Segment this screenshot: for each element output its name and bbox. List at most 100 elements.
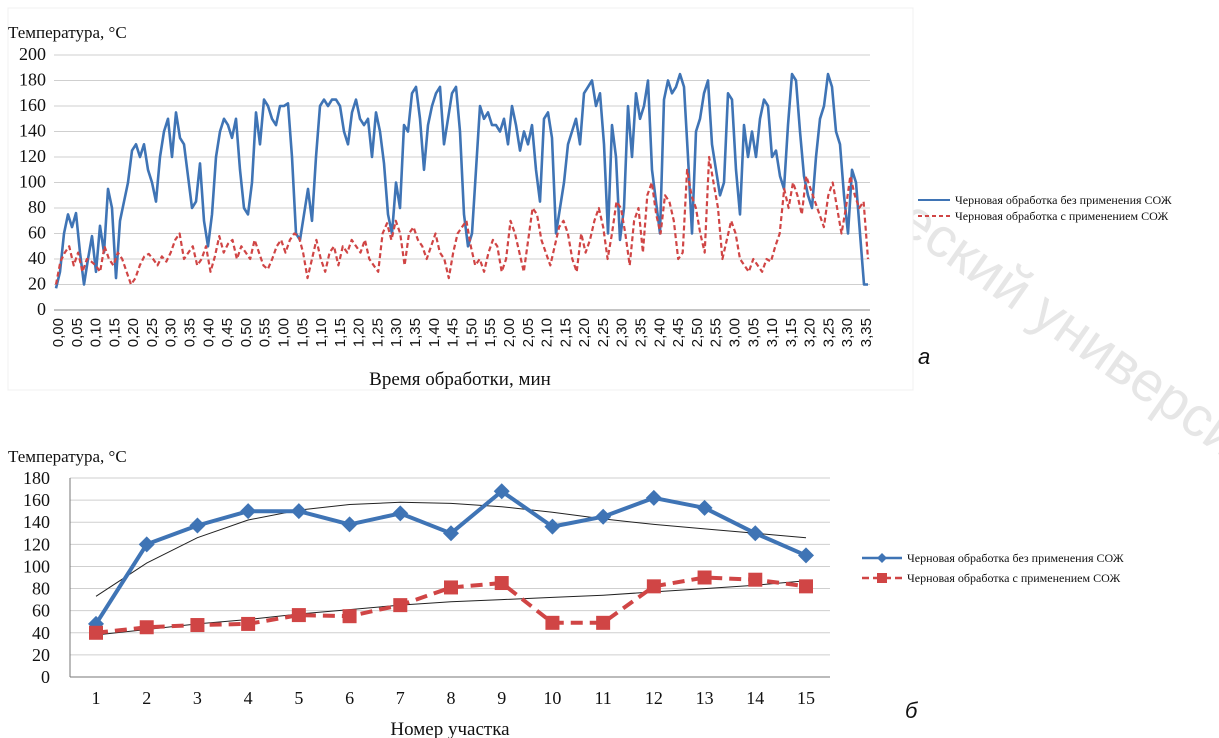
chart-b-series xyxy=(88,483,814,640)
chart-b-point-square xyxy=(697,570,712,585)
chart-a-x-tick-label: 2,25 xyxy=(595,318,612,347)
chart-a-legend: Черновая обработка без применения СОЖ Чер… xyxy=(918,193,1172,223)
chart-b-point-square xyxy=(748,572,763,587)
chart-a-y-tick-label: 60 xyxy=(28,223,46,243)
chart-b-point-diamond xyxy=(696,499,713,516)
chart-b-x-tick-label: 14 xyxy=(746,688,764,708)
chart-a-x-tick-label: 0,50 xyxy=(238,318,255,347)
chart-a-y-tick-label: 80 xyxy=(28,197,46,217)
chart-b-y-tick-label: 20 xyxy=(32,645,50,665)
chart-b-point-square xyxy=(444,580,458,595)
chart-b-point-diamond xyxy=(645,489,662,506)
chart-a-x-tick-label: 1,10 xyxy=(313,318,330,347)
chart-b-point-diamond xyxy=(595,508,612,525)
chart-b-x-tick-label: 9 xyxy=(497,688,506,708)
chart-a-x-tick-label: 0,30 xyxy=(163,318,180,347)
chart-b-point-diamond xyxy=(240,503,257,520)
chart-b-x-tick-label: 13 xyxy=(696,688,714,708)
chart-b-x-tick-label: 8 xyxy=(447,688,456,708)
chart-b-point-square xyxy=(393,598,408,613)
chart-b-legend-label: Черновая обработка с применением СОЖ xyxy=(907,571,1120,585)
chart-a-x-tick-label: 0,15 xyxy=(106,318,123,347)
chart-b-x-tick-label: 12 xyxy=(645,688,663,708)
chart-b-y-tick-label: 140 xyxy=(23,512,50,532)
chart-b-legend-label: Черновая обработка без применения СОЖ xyxy=(907,551,1124,565)
chart-a-x-tick-label: 3,05 xyxy=(745,318,762,347)
chart-a-y-tick-label: 160 xyxy=(19,95,46,115)
chart-a-x-tick-label: 1,00 xyxy=(275,318,292,347)
chart-a-plot-area xyxy=(7,7,914,391)
chart-b-trendline-1 xyxy=(95,501,807,597)
chart-b-series-line-2 xyxy=(95,575,807,635)
chart-b-x-tick-label: 2 xyxy=(142,688,151,708)
chart-b-point-square xyxy=(291,608,306,623)
chart-b-x-tick-label: 1 xyxy=(92,688,101,708)
chart-a-x-tick-label: 3,00 xyxy=(726,318,743,347)
chart-a-x-tick-label: 2,35 xyxy=(633,318,650,347)
chart-b-legend-marker xyxy=(877,573,887,583)
chart-b-x-tick-label: 5 xyxy=(294,688,303,708)
chart-b-y-tick-label: 40 xyxy=(32,623,50,643)
chart-b-x-tick-label: 10 xyxy=(543,688,561,708)
chart-a-x-tick-label: 1,35 xyxy=(407,318,424,347)
chart-b-x-tick-label: 3 xyxy=(193,688,202,708)
chart-a-x-tick-label: 2,30 xyxy=(614,318,631,347)
chart-b-trendlines xyxy=(95,501,807,636)
chart-a-x-tick-label: 2,15 xyxy=(557,318,574,347)
chart-a-series-line-2 xyxy=(54,155,870,286)
chart-b-point-square xyxy=(190,618,205,633)
chart-a-x-tick-label: 3,25 xyxy=(820,318,837,347)
chart-a-x-tick-label: 0,25 xyxy=(144,318,161,347)
chart-a-y-axis-title: Температура, °С xyxy=(8,23,127,42)
chart-a-x-tick-label: 1,15 xyxy=(332,318,349,347)
chart-a-x-tick-label: 1,20 xyxy=(351,318,368,347)
chart-a-x-tick-label: 1,25 xyxy=(369,318,386,347)
chart-b-trendline-2 xyxy=(95,580,807,636)
chart-b-point-square xyxy=(494,576,509,591)
chart-b-point-diamond xyxy=(798,547,814,564)
chart-b-x-tick-label: 4 xyxy=(244,688,253,708)
chart-b: Температура, °С 020406080100120140160180… xyxy=(8,447,1124,738)
chart-b-point-diamond xyxy=(290,503,307,520)
chart-a-x-tick-label: 1,30 xyxy=(388,318,405,347)
chart-b-y-tick-label: 0 xyxy=(41,667,50,687)
chart-a-x-tick-label: 2,45 xyxy=(670,318,687,347)
chart-b-x-tick-label: 7 xyxy=(396,688,405,708)
chart-b-y-tick-label: 60 xyxy=(32,601,50,621)
chart-a-x-axis-title: Время обработки, мин xyxy=(369,369,551,390)
chart-a-y-tick-label: 180 xyxy=(19,70,46,90)
chart-a-x-tick-label: 2,55 xyxy=(708,318,725,347)
chart-a-x-tick-label: 2,05 xyxy=(520,318,537,347)
chart-a-y-tick-label: 120 xyxy=(19,146,46,166)
chart-a-y-tick-label: 0 xyxy=(37,299,46,319)
chart-a-x-tick-label: 0,00 xyxy=(50,318,67,347)
chart-b-point-diamond xyxy=(544,518,561,535)
chart-b-y-axis-title: Температура, °С xyxy=(8,447,127,466)
chart-a-x-tick-label: 1,05 xyxy=(294,318,311,347)
chart-b-point-square xyxy=(89,625,103,640)
chart-a-legend-label: Черновая обработка с применением СОЖ xyxy=(955,209,1168,223)
chart-a-y-tick-label: 20 xyxy=(28,274,46,294)
chart-a-x-tick-label: 3,20 xyxy=(802,318,819,347)
chart-a-x-ticks: 0,00 0,05 0,10 0,15 0,20 0,25 0,30 0,35 0,40 0,45… xyxy=(50,318,875,347)
chart-a-x-tick-label: 0,40 xyxy=(200,318,217,347)
chart-b-legend: Черновая обработка без применения СОЖ Чер… xyxy=(862,551,1124,585)
chart-b-x-tick-label: 6 xyxy=(345,688,354,708)
chart-b-point-square xyxy=(342,609,357,624)
chart-a-x-tick-label: 2,40 xyxy=(651,318,668,347)
chart-b-point-square xyxy=(799,579,813,594)
chart-b-point-diamond xyxy=(138,536,155,553)
chart-a: Температура, °С 0 20 40 60 80 100 120 140 160 180… xyxy=(7,7,1172,391)
chart-b-point-diamond xyxy=(189,517,206,534)
chart-a-series-line-1 xyxy=(54,72,868,289)
chart-b-x-axis-title: Номер участка xyxy=(390,719,510,738)
chart-a-y-tick-label: 100 xyxy=(19,172,46,192)
chart-a-series xyxy=(54,72,870,289)
chart-b-x-tick-label: 15 xyxy=(797,688,815,708)
chart-a-y-ticks: 0 20 40 60 80 100 120 140 160 180 200 xyxy=(19,44,46,319)
chart-b-x-tick-label: 11 xyxy=(594,688,611,708)
chart-b-x-ticks: 1 2 3 4 5 6 7 8 9 10 11 12 13 14 15 xyxy=(92,688,816,708)
chart-b-point-diamond xyxy=(443,525,459,542)
chart-a-x-tick-label: 2,00 xyxy=(501,318,518,347)
